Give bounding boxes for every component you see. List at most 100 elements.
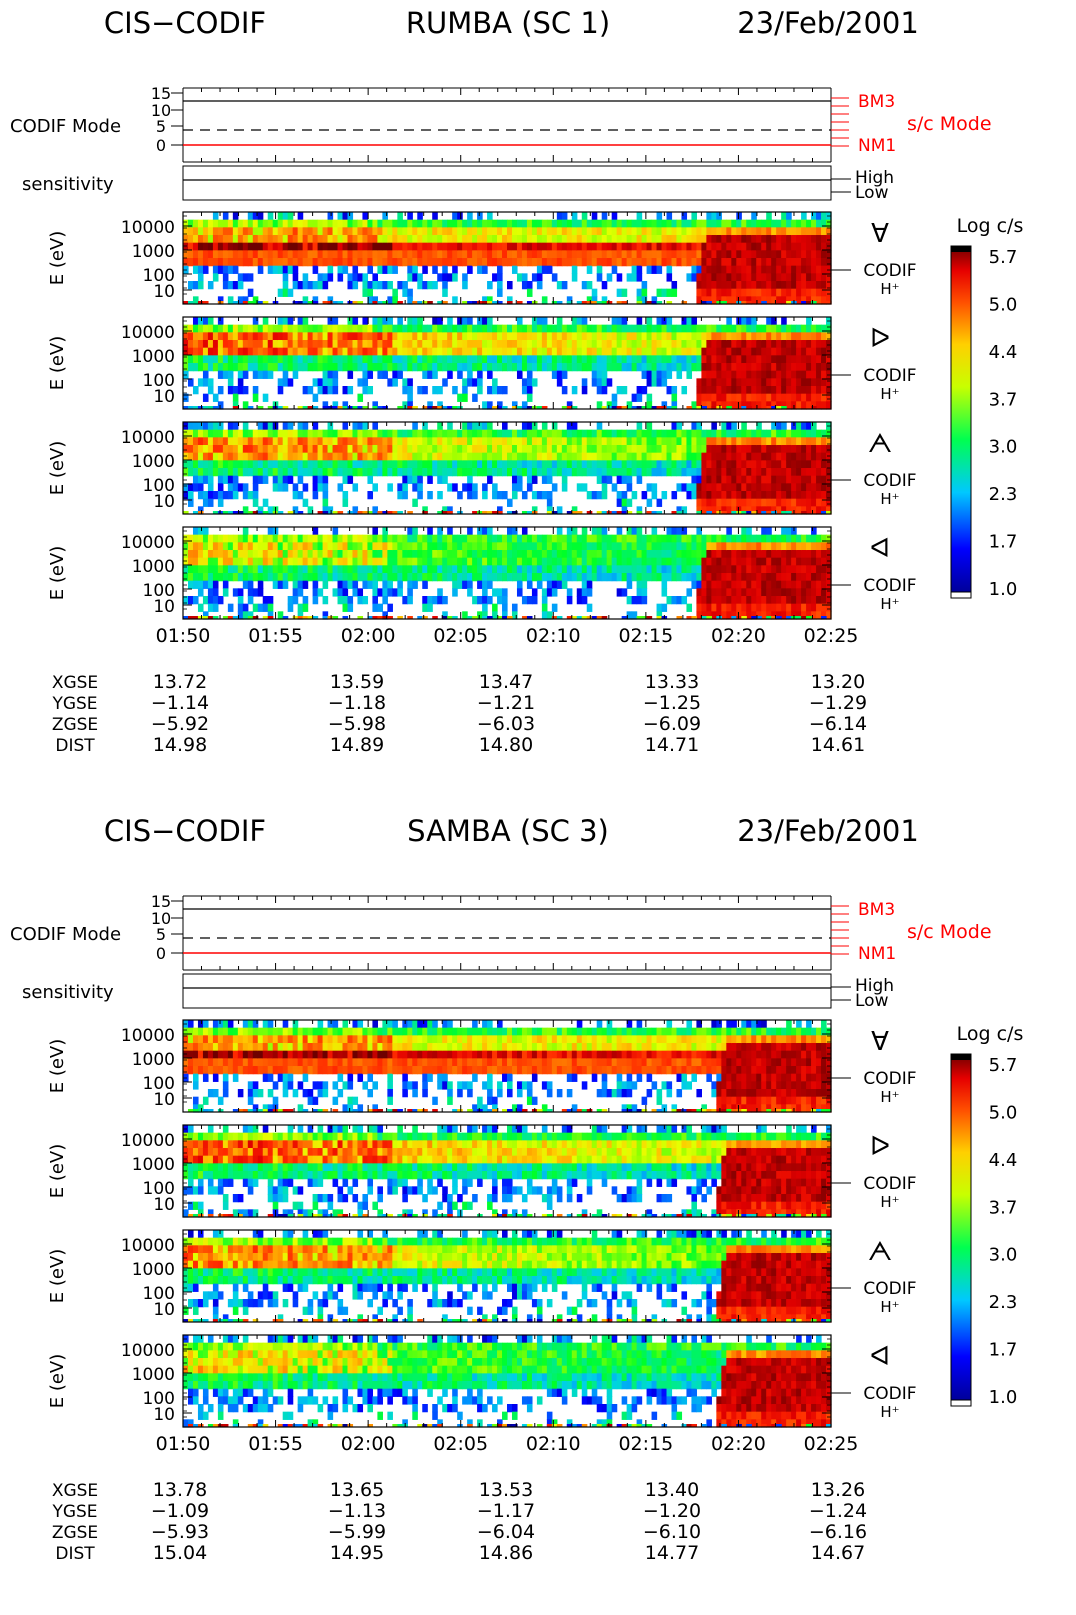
spectrogram-cell [546, 445, 553, 454]
energy-tick-label: 100 [143, 476, 175, 496]
spectrogram-cell [462, 445, 468, 454]
spectrogram-cell [302, 317, 309, 326]
spectrogram-cell [791, 378, 797, 387]
spectrogram-cell [332, 347, 339, 356]
spectrogram-cell [332, 406, 339, 409]
spectrogram-cell [197, 406, 204, 409]
spectrogram-cell [756, 288, 762, 297]
spectrogram-cell [257, 534, 264, 543]
spectrogram-cell [611, 258, 618, 267]
spectrogram-cell [766, 437, 772, 446]
spectrogram-cell [541, 452, 548, 461]
spectrogram-cell [187, 258, 194, 267]
spectrogram-cell [516, 580, 523, 589]
spectrogram-cell [367, 386, 374, 395]
spectrogram-cell [352, 227, 359, 236]
spectrogram-cell [192, 429, 199, 438]
spectrogram-cell [771, 317, 777, 326]
spectrogram-cell [561, 332, 568, 341]
spectrogram-cell [511, 511, 518, 514]
spectrogram-cell [327, 332, 334, 341]
spectrogram-cell [247, 550, 254, 559]
spectrogram-cell [197, 550, 204, 559]
spectrogram-cell [457, 219, 463, 228]
spectrogram-cell [816, 340, 822, 349]
spectrogram-cell [202, 437, 209, 446]
spectrogram-cell [691, 355, 698, 364]
spectrogram-cell [382, 265, 388, 274]
spectrogram-cell [237, 437, 244, 446]
spectrogram-cell [736, 281, 742, 290]
spectrogram-cell [477, 301, 483, 304]
spectrogram-cell [407, 355, 413, 364]
spectrogram-cell [292, 250, 299, 259]
spectrogram-cell [616, 288, 623, 297]
spectrogram-cell [387, 296, 393, 305]
spectrogram-cell [183, 452, 189, 461]
spectrogram-cell [377, 542, 383, 551]
spectrogram-cell [297, 550, 304, 559]
spectrogram-cell [801, 445, 807, 454]
spectrogram-cell [472, 596, 478, 605]
spectrogram-cell [257, 475, 264, 484]
spectrogram-cell [222, 580, 229, 589]
spectrogram-cell [277, 437, 284, 446]
spectrogram-cell [741, 317, 747, 326]
spectrogram-cell [207, 557, 214, 566]
spectrogram-cell [821, 491, 827, 500]
spectrogram-cell [786, 296, 792, 305]
spectrogram-cell [337, 324, 344, 333]
spectrogram-cell [257, 445, 264, 454]
spectrogram-cell [531, 437, 538, 446]
spectrogram-cell [641, 429, 648, 438]
spectrogram-cell [676, 437, 683, 446]
spectrogram-cell [287, 437, 294, 446]
spectrogram-cell [651, 445, 658, 454]
spectrogram-cell [247, 611, 254, 620]
spectrogram-cell [596, 355, 603, 364]
spectrogram-cell [561, 406, 568, 409]
spectrogram-cell [586, 445, 593, 454]
spectrogram-cell [427, 250, 433, 259]
spectrogram-cell [262, 332, 269, 341]
spectrogram-cell [217, 370, 224, 379]
spectrogram-cell [601, 573, 608, 582]
spectrogram-cell [786, 258, 792, 267]
spectrogram-cell [377, 534, 383, 543]
spectrogram-cell [686, 429, 693, 438]
spectrogram-cell [646, 393, 653, 402]
spectrogram-cell [621, 250, 628, 259]
spectrogram-cell [636, 347, 643, 356]
spectrogram-cell [232, 534, 239, 543]
spectrogram-cell [686, 460, 693, 469]
spectrogram-cell [262, 355, 269, 364]
spectrogram-cell [611, 429, 618, 438]
spectrogram-cell [541, 296, 548, 305]
spectrogram-cell [282, 542, 289, 551]
spectrogram-cell [616, 273, 623, 282]
spectrogram-cell [357, 227, 364, 236]
spectrogram-cell [606, 437, 613, 446]
spectrogram-cell [207, 588, 214, 597]
spectrogram-cell [397, 212, 403, 221]
spectrogram-cell [746, 393, 752, 402]
spectrogram-cell [586, 565, 593, 574]
spectrogram-cell [337, 460, 344, 469]
spectrogram-cell [746, 296, 752, 305]
spectrogram-cell [711, 355, 717, 364]
spectrogram-cell [571, 437, 578, 446]
spectrogram-cell [287, 573, 294, 582]
spectrogram-cell [202, 242, 209, 251]
spectrogram-cell [701, 460, 707, 469]
spectrogram-cell [497, 429, 503, 438]
spectrogram-cell [641, 445, 648, 454]
spectrogram-cell [621, 445, 628, 454]
spectrogram-cell [247, 258, 254, 267]
spectrogram-cell [521, 527, 528, 536]
spectrogram-cell [571, 506, 578, 515]
spectrogram-cell [307, 281, 314, 290]
spectrogram-cell [806, 506, 812, 515]
spectrogram-cell [536, 363, 543, 372]
spectrogram-cell [591, 370, 598, 379]
spectrogram-cell [516, 588, 523, 597]
